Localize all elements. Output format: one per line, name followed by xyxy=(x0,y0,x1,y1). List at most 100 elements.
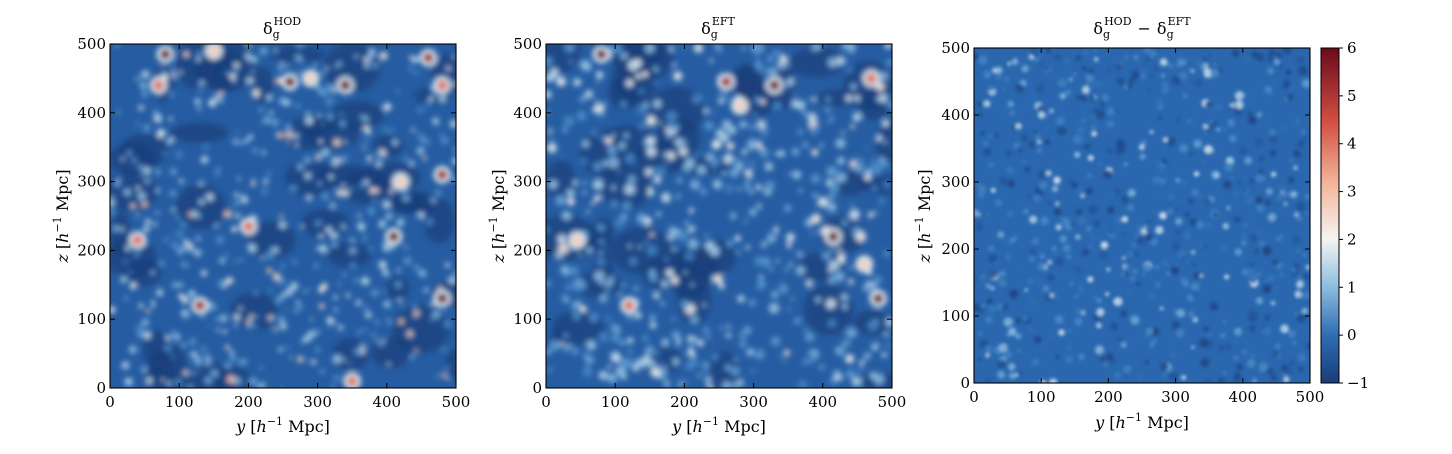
density-blob xyxy=(397,298,402,303)
density-blob xyxy=(671,317,676,322)
density-blob xyxy=(793,317,802,325)
density-blob xyxy=(689,179,701,190)
density-blob xyxy=(682,140,687,146)
residual-blob xyxy=(1126,83,1133,90)
density-blob xyxy=(328,174,334,180)
density-blob xyxy=(110,306,116,314)
density-blob xyxy=(266,170,272,176)
residual-blob xyxy=(1044,139,1050,146)
density-blob xyxy=(395,89,401,94)
density-blob xyxy=(611,185,616,191)
density-blob xyxy=(409,160,415,166)
density-blob xyxy=(431,309,441,319)
residual-blob xyxy=(1159,58,1168,67)
density-blob xyxy=(556,73,562,80)
residual-blob xyxy=(1175,207,1179,212)
density-blob xyxy=(222,329,228,334)
residual-blob xyxy=(1116,77,1124,85)
residual-blob xyxy=(1029,48,1039,57)
residual-blob xyxy=(1262,284,1272,294)
void-blob xyxy=(110,237,157,278)
residual-blob xyxy=(1165,271,1171,276)
residual-blob xyxy=(1136,281,1141,286)
density-blob xyxy=(579,60,589,69)
density-blob xyxy=(422,286,430,294)
residual-blob xyxy=(1192,292,1196,297)
density-blob xyxy=(213,94,220,101)
residual-blob xyxy=(1201,160,1205,164)
density-blob xyxy=(379,51,388,60)
residual-blob xyxy=(1146,88,1152,94)
y-tick-label: 0 xyxy=(96,379,106,397)
density-blob xyxy=(246,380,251,385)
residual-blob xyxy=(1033,56,1041,63)
y-tick-label: 400 xyxy=(941,106,970,124)
panel-eft-title: δgEFT xyxy=(701,15,735,41)
density-blob xyxy=(253,291,258,295)
density-blob xyxy=(383,300,391,309)
density-blob xyxy=(233,192,240,198)
density-blob xyxy=(733,357,739,362)
residual-blob xyxy=(1222,126,1228,132)
residual-blob xyxy=(1146,219,1152,225)
residual-blob xyxy=(1015,83,1025,93)
density-blob xyxy=(867,211,874,218)
residual-blob xyxy=(975,222,983,230)
density-blob xyxy=(660,192,672,203)
residual-blob xyxy=(1220,243,1229,253)
residual-blob xyxy=(1032,193,1042,202)
density-blob xyxy=(585,246,593,254)
density-blob xyxy=(827,57,838,68)
density-blob xyxy=(742,218,749,224)
density-blob xyxy=(550,68,559,77)
hotspot xyxy=(305,73,316,84)
residual-blob xyxy=(1159,211,1167,220)
density-blob xyxy=(878,93,888,103)
density-blob xyxy=(130,157,138,165)
residual-blob xyxy=(1085,187,1093,195)
density-blob xyxy=(409,354,415,360)
residual-blob xyxy=(1017,147,1024,154)
density-blob xyxy=(238,307,242,311)
density-blob xyxy=(176,246,185,256)
residual-blob xyxy=(1264,277,1271,284)
density-blob xyxy=(362,235,368,241)
density-blob xyxy=(739,340,747,348)
density-blob xyxy=(653,176,662,184)
density-blob xyxy=(453,147,456,152)
density-blob xyxy=(770,290,779,299)
residual-blob xyxy=(1205,222,1213,230)
density-blob xyxy=(173,333,181,341)
density-blob xyxy=(743,326,752,335)
residual-blob xyxy=(1270,300,1276,306)
density-blob xyxy=(798,188,803,193)
density-blob xyxy=(124,245,131,252)
density-blob xyxy=(152,221,158,227)
density-blob xyxy=(661,338,670,347)
density-blob xyxy=(725,332,732,339)
residual-blob xyxy=(1075,234,1081,240)
density-blob xyxy=(198,198,205,205)
density-blob xyxy=(437,285,443,291)
density-blob xyxy=(370,288,379,298)
residual-blob xyxy=(1244,57,1249,61)
density-blob xyxy=(759,148,770,159)
density-blob xyxy=(884,332,889,337)
residual-blob xyxy=(983,70,992,79)
residual-blob xyxy=(1295,201,1306,212)
density-blob xyxy=(387,362,391,367)
density-blob xyxy=(846,66,853,73)
hotspot xyxy=(437,169,448,180)
density-blob xyxy=(863,352,872,360)
residual-blob xyxy=(1024,288,1029,292)
residual-blob xyxy=(1178,71,1188,81)
density-blob xyxy=(171,281,179,289)
density-blob xyxy=(446,66,451,71)
density-blob xyxy=(381,289,386,294)
density-blob xyxy=(262,116,271,124)
density-blob xyxy=(382,243,392,253)
residual-blob xyxy=(1050,48,1054,51)
density-blob xyxy=(354,54,359,59)
density-blob xyxy=(882,250,891,258)
density-blob xyxy=(731,381,739,388)
